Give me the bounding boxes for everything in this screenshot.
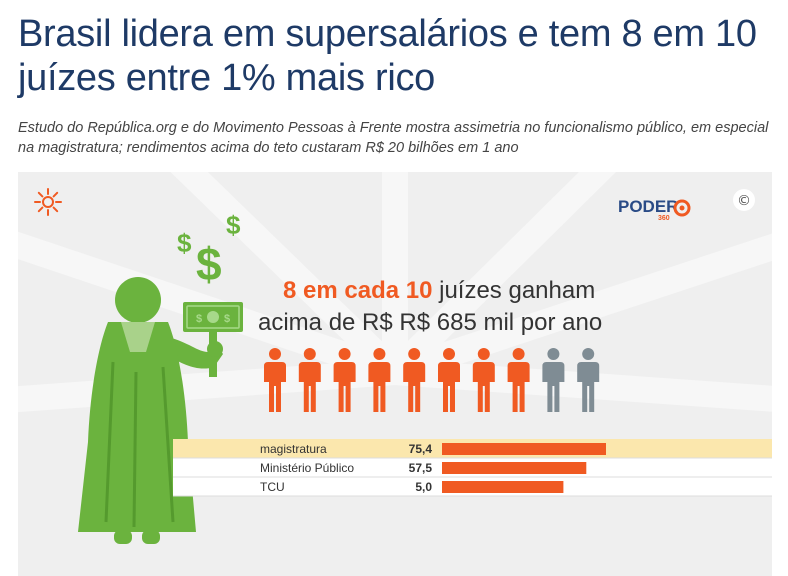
person-highlighted-icon <box>264 348 286 412</box>
dollar-sign-icon: $ <box>226 210 241 240</box>
article-headline: Brasil lidera em supersalários e tem 8 e… <box>18 13 757 99</box>
infographic-headline-rest: juízes ganham <box>432 277 595 304</box>
copyright-icon: © <box>737 193 751 209</box>
infographic-canvas: PODER 360 © $ $ $ $ $ <box>18 172 772 544</box>
person-highlighted-icon <box>438 348 460 412</box>
brand-sun-icon <box>673 199 691 217</box>
person-highlighted-icon <box>472 348 495 412</box>
background-rays <box>18 172 772 413</box>
person-highlighted-icon <box>507 348 530 412</box>
bars <box>442 443 606 493</box>
infographic-headline-highlight: 8 em cada 10 <box>283 277 432 304</box>
person-highlighted-icon <box>368 348 391 412</box>
brand-name: PODER <box>618 197 678 216</box>
judge-figure-icon <box>78 277 223 544</box>
bar-category-label: Ministério Público <box>260 461 354 475</box>
banknote-dollar-icon: $ <box>224 313 230 325</box>
bar <box>442 443 606 455</box>
person-highlighted-icon <box>333 348 356 412</box>
article-subtitle: Estudo do República.org e do Movimento P… <box>18 120 769 156</box>
bar-value-label: 57,5 <box>409 461 433 475</box>
dollar-sign-large-icon: $ <box>196 238 222 290</box>
person-icon <box>577 348 600 412</box>
bar-category-label: magistratura <box>260 442 327 456</box>
bar <box>442 462 587 474</box>
infographic: PODER 360 © $ $ $ $ $ <box>18 172 772 576</box>
people-row <box>264 348 600 412</box>
person-icon <box>542 348 565 412</box>
person-highlighted-icon <box>298 348 321 412</box>
brand-sub: 360 <box>658 215 670 222</box>
banknote-icon: $ $ <box>183 302 243 332</box>
person-highlighted-icon <box>403 348 426 412</box>
banknote-dollar-icon: $ <box>196 313 202 325</box>
sun-logo-icon <box>34 188 62 216</box>
infographic-headline-line2: acima de R$ R$ 685 mil por ano <box>258 309 602 336</box>
bar-category-label: TCU <box>260 480 285 494</box>
infographic-headline: 8 em cada 10 juízes ganham <box>283 277 595 304</box>
bar-value-label: 5,0 <box>415 480 432 494</box>
copyright-badge <box>733 189 755 211</box>
bar <box>442 481 564 493</box>
bar-value-label: 75,4 <box>409 442 433 456</box>
dollar-sign-icon: $ <box>177 228 192 258</box>
